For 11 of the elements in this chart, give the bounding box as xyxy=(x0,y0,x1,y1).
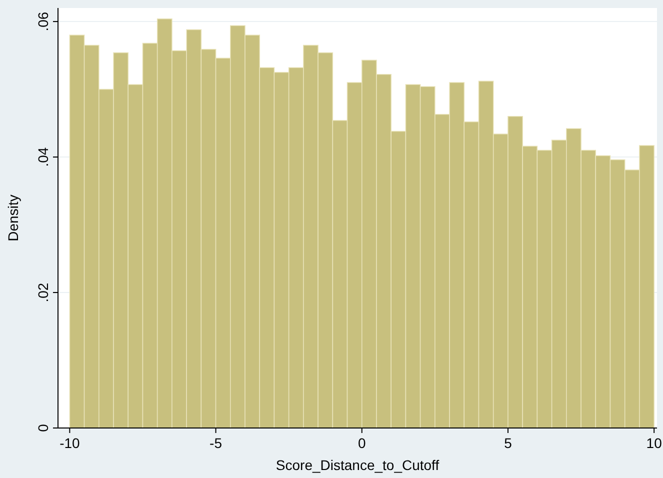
y-tick-label: .06 xyxy=(35,12,51,32)
y-axis-title: Density xyxy=(5,194,21,242)
y-tick-label: 0 xyxy=(35,424,51,432)
x-tick-label: -5 xyxy=(210,435,222,451)
x-axis-title: Score_Distance_to_Cutoff xyxy=(276,457,440,473)
x-tick-label: 5 xyxy=(504,435,512,451)
x-tick-label: 10 xyxy=(646,435,662,451)
y-tick-label: .04 xyxy=(35,147,51,167)
x-tick-label: 0 xyxy=(358,435,366,451)
x-tick-label: -10 xyxy=(60,435,80,451)
y-tick-label: .02 xyxy=(35,282,51,302)
